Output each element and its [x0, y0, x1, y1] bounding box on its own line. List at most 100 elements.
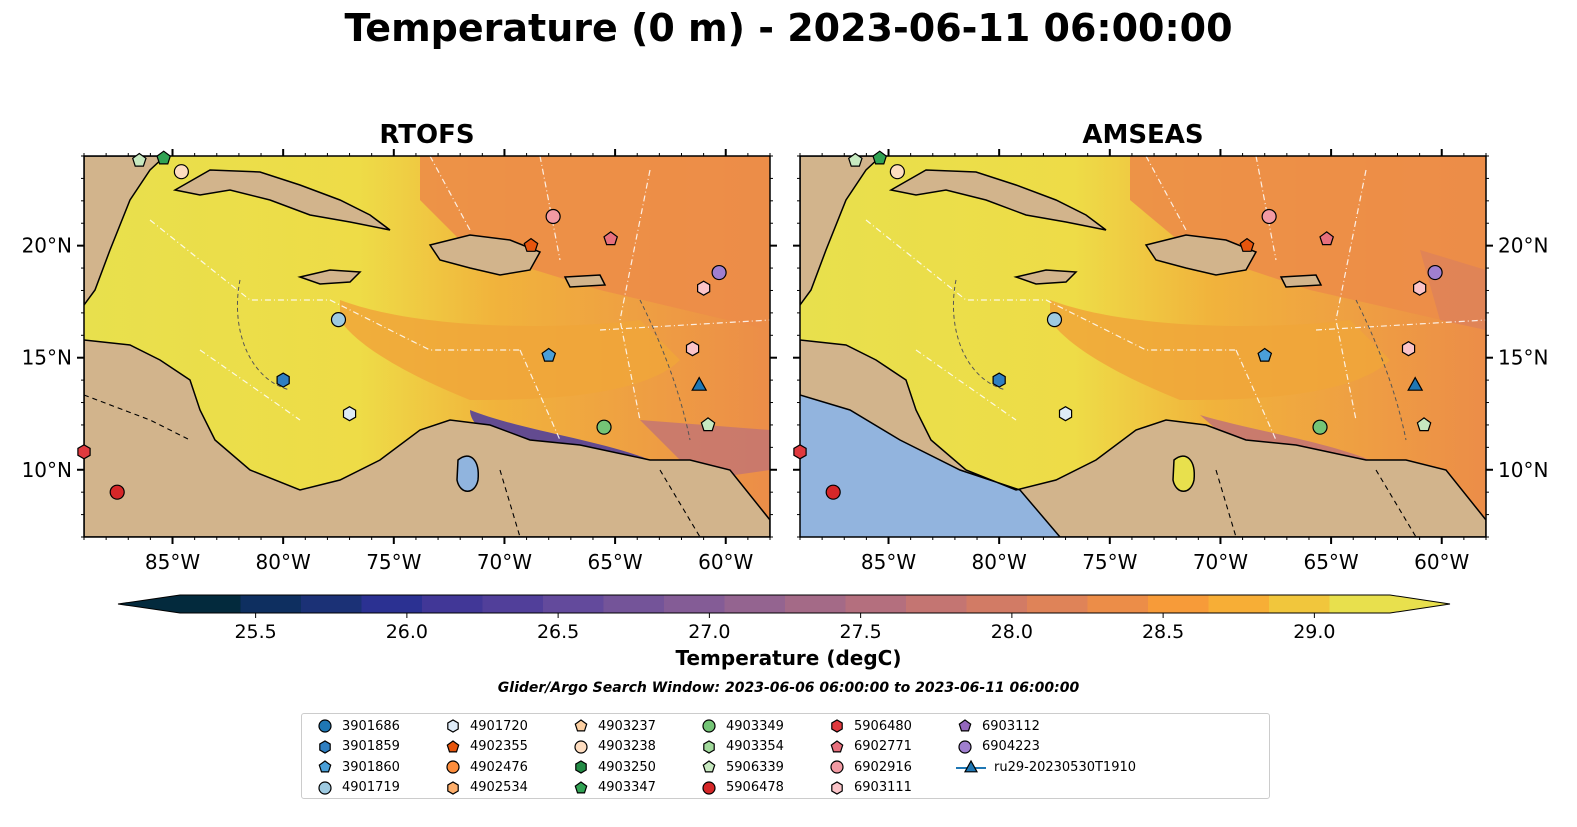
lat-tick-label: 10°N [22, 458, 72, 482]
colorbar-extend-low [118, 595, 180, 613]
legend-label: 4902476 [470, 759, 528, 775]
platform-marker-4903349 [1312, 419, 1328, 435]
platform-marker-6903111 [685, 341, 700, 357]
puerto-rico-land [1279, 274, 1323, 288]
lon-tick-label: 80°W [256, 550, 311, 574]
legend-item-4903238: 4903238 [572, 737, 656, 757]
platform-marker-3901860 [541, 347, 557, 362]
legend-marker-icon [446, 760, 460, 774]
colorbar-segment [664, 595, 725, 613]
lon-tick-label: 60°W [1414, 550, 1469, 574]
legend-label: 3901859 [342, 739, 400, 754]
legend-label: 4901720 [470, 718, 528, 734]
legend-marker-icon [958, 719, 972, 732]
legend-item-4903347: 4903347 [572, 778, 656, 798]
rtofs-platform-markers [77, 150, 727, 500]
legend-marker-icon [575, 760, 587, 774]
colorbar-segment [1027, 595, 1088, 613]
legend-item-4903237: 4903237 [572, 716, 656, 736]
hispaniola-land [428, 234, 542, 276]
colorbar-tick-label: 27.0 [688, 621, 730, 643]
lon-tick-label: 60°W [698, 550, 753, 574]
legend-marker-icon [447, 780, 459, 795]
colorbar-tick-label: 26.5 [537, 621, 579, 643]
legend-marker-icon [830, 739, 844, 752]
legend-item-4901719: 4901719 [316, 778, 400, 798]
colorbar-tick-label: 29.0 [1293, 621, 1335, 643]
lake-maracaibo [456, 455, 479, 492]
legend-item-5906480: 5906480 [828, 716, 912, 736]
platform-marker-4901719 [1046, 312, 1063, 328]
colorbar-extend-high [1390, 595, 1450, 613]
lon-tick-label: 75°W [1082, 550, 1137, 574]
legend-label: 6903112 [982, 718, 1040, 734]
platform-marker-4903238 [889, 164, 905, 180]
platform-marker-6902916 [1261, 208, 1277, 225]
panel-title-rtofs: RTOFS [379, 120, 475, 150]
legend-item-ru29-20230530T1910: ru29-20230530T1910 [956, 757, 1136, 777]
colorbar-segment [1269, 595, 1330, 613]
amseas-platform-markers [793, 150, 1443, 500]
platform-marker-4902355 [1239, 237, 1255, 252]
legend-marker-icon [956, 759, 986, 773]
legend-item-5906339: 5906339 [700, 757, 784, 777]
panel-title-amseas: AMSEAS [1082, 120, 1204, 150]
legend-item-6903111: 6903111 [828, 778, 912, 798]
lat-tick-label: 10°N [1498, 458, 1548, 482]
platform-marker-4903238 [173, 164, 189, 180]
platform-marker-3901860 [1257, 347, 1273, 362]
platform-marker-3901859 [992, 372, 1006, 388]
amseas-map [799, 155, 1487, 538]
colorbar-label: Temperature (degC) [675, 646, 902, 670]
legend-label: 4903238 [598, 739, 656, 754]
isobath-1000m [952, 279, 1407, 441]
legend-label: 6903111 [854, 780, 912, 795]
colorbar-segment [724, 595, 786, 613]
legend-item-5906478: 5906478 [700, 778, 784, 798]
colorbar-segment [543, 595, 604, 613]
legend-label: 4903354 [726, 739, 784, 754]
legend-item-6902916: 6902916 [828, 757, 912, 777]
colorbar-segment [603, 595, 665, 613]
platform-marker-5906480 [793, 444, 807, 460]
legend-label: 4903250 [598, 759, 656, 775]
legend-marker-icon [830, 760, 844, 774]
lon-tick-label: 85°W [145, 550, 200, 574]
country-borders [1215, 469, 1417, 537]
platform-marker-4903347 [872, 150, 888, 165]
colorbar-segment [422, 595, 483, 613]
colorbar-segment [482, 595, 544, 613]
lat-tick-label: 20°N [22, 234, 72, 258]
platform-marker-5906478 [825, 484, 841, 500]
lon-tick-label: 70°W [1193, 550, 1248, 574]
platform-marker-4903347 [156, 150, 172, 165]
legend-label: 6904223 [982, 739, 1040, 754]
lon-tick-label: 85°W [861, 550, 916, 574]
legend-marker-icon [702, 780, 716, 795]
isobath-1000m [236, 279, 691, 441]
colorbar-tick-label: 25.5 [234, 621, 276, 643]
colorbar-segment [180, 595, 241, 613]
figure-title: Temperature (0 m) - 2023-06-11 06:00:00 [344, 6, 1233, 50]
eez-boundaries [865, 156, 1486, 441]
platform-marker-5906478 [109, 484, 125, 500]
platform-marker-5906480 [77, 444, 91, 460]
legend-item-6903112: 6903112 [956, 716, 1040, 736]
platform-marker-4901720 [342, 406, 357, 422]
lon-tick-label: 70°W [477, 550, 532, 574]
colorbar-outline [117, 594, 1451, 614]
legend-marker-icon [703, 739, 715, 754]
legend-label: ru29-20230530T1910 [994, 759, 1137, 775]
colorbar-segment [1148, 595, 1209, 613]
platform-marker-6903111 [696, 280, 711, 296]
legend-item-3901860: 3901860 [316, 757, 400, 777]
amseas-axis-ticks: 85°W 80°W 75°W 70°W 65°W 60°W 20°N 15°N 10°N [793, 149, 1548, 574]
legend-label: 6902771 [854, 739, 912, 754]
legend-item-4901720: 4901720 [444, 716, 528, 736]
colorbar-tick-label: 27.5 [839, 621, 881, 643]
lat-tick-label: 15°N [22, 346, 72, 370]
cool-upwelling-region [640, 420, 770, 480]
platform-marker-ru29-20230530T1910 [1407, 376, 1424, 391]
platform-marker-6904223 [711, 264, 727, 281]
platform-marker-4903349 [596, 419, 612, 435]
